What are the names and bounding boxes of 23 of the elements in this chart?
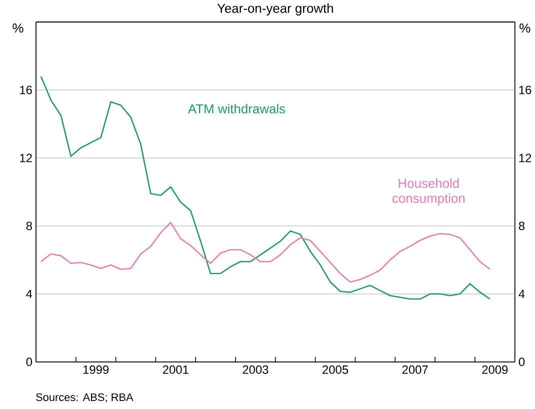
y2-tick-label: 0: [518, 358, 525, 366]
y-tick-label: 8: [26, 222, 32, 230]
y-tick-label: 0: [26, 358, 32, 366]
y-tick-label: 4: [26, 290, 32, 298]
x-tick-label: 2003: [242, 365, 268, 374]
text: Household consumption: [392, 178, 465, 206]
y2-axis-title: %: [520, 24, 530, 33]
x-tick-label: 2009: [482, 365, 508, 374]
x-tick-label: 2007: [402, 365, 428, 374]
y-tick-label: 12: [20, 154, 32, 162]
y2-tick-label: 16: [519, 86, 532, 94]
x-tick-label: 2001: [162, 365, 188, 374]
x-tick-label: 1999: [83, 365, 109, 374]
x-tick-label: 2005: [322, 365, 348, 374]
y-axis-title: %: [12, 24, 24, 33]
text: ATM withdrawals: [188, 104, 286, 114]
source-note: Sources: ABS; RBA: [36, 393, 134, 402]
y-tick-label: 16: [20, 86, 32, 94]
chart-title: Year-on-year growth: [217, 3, 333, 16]
y2-tick-label: 8: [518, 222, 525, 230]
y2-tick-label: 12: [519, 154, 532, 162]
y2-tick-label: 4: [518, 290, 525, 298]
line-series: [40, 222, 491, 283]
